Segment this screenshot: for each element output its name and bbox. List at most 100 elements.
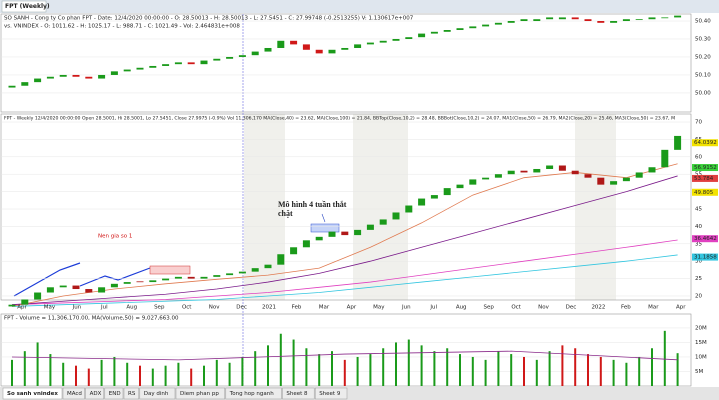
candle xyxy=(482,177,490,180)
candle xyxy=(430,195,438,199)
volume-bar xyxy=(228,362,231,386)
candle xyxy=(238,271,246,274)
volume-bar xyxy=(279,333,282,386)
candle xyxy=(59,285,67,288)
sheet-tab[interactable] xyxy=(139,387,176,400)
candle xyxy=(21,82,29,86)
candle xyxy=(277,254,285,265)
candle xyxy=(149,280,157,283)
volume-bar xyxy=(395,342,397,386)
volume-bar xyxy=(305,348,308,386)
candle xyxy=(597,21,605,23)
sheet-tab[interactable] xyxy=(225,387,282,400)
candle xyxy=(405,205,413,213)
sheet-tab[interactable] xyxy=(62,387,85,400)
candle xyxy=(597,177,605,185)
y-tick-label: 50.40 xyxy=(695,19,711,25)
sheet-tab[interactable] xyxy=(85,387,105,400)
sheet-tab-label[interactable]: Day dinh xyxy=(144,391,169,397)
candle xyxy=(315,49,323,54)
volume-bar xyxy=(331,351,333,386)
candle xyxy=(558,165,566,171)
candle xyxy=(418,198,426,206)
volume-bar xyxy=(446,348,449,386)
sheet-tab-label[interactable]: MAcd xyxy=(67,391,82,397)
x-tick-label: Jul xyxy=(100,305,108,311)
candle xyxy=(610,181,618,185)
candle xyxy=(661,149,669,168)
price-panel xyxy=(0,113,692,301)
sheet-tab-label[interactable]: RS xyxy=(128,391,136,397)
volume-bar xyxy=(625,362,628,386)
volume-bar xyxy=(203,365,205,386)
candle xyxy=(494,22,502,25)
candle xyxy=(251,268,259,272)
volume-bar xyxy=(676,353,679,386)
volume-bar xyxy=(612,359,615,386)
candle xyxy=(238,55,246,57)
volume-bar xyxy=(241,356,244,386)
candle xyxy=(456,28,464,31)
annotation: chặt xyxy=(278,209,293,218)
volume-bar xyxy=(497,351,500,386)
candle xyxy=(469,179,477,185)
sheet-tab-label[interactable]: Tong hop nganh xyxy=(229,391,274,397)
compare-panel xyxy=(0,13,692,113)
sheet-tab-label[interactable]: Diem phan pp xyxy=(180,391,219,397)
y-tick-label: 50.20 xyxy=(695,54,711,60)
sheet-tab[interactable] xyxy=(104,387,124,400)
candle xyxy=(366,42,374,45)
sheet-tab-label[interactable]: ADX xyxy=(90,391,102,397)
sheet-tab-label[interactable]: So sanh vnindex xyxy=(7,391,58,397)
sheet-tab-label[interactable]: Sheet 8 xyxy=(286,391,308,397)
volume-bar xyxy=(343,359,346,386)
sheet-tab[interactable] xyxy=(2,387,63,400)
x-tick-label: Feb xyxy=(621,305,631,311)
compare-header: SO SANH - Cong ty Co phan FPT - Date: 12… xyxy=(4,16,414,22)
sheet-tab[interactable] xyxy=(175,387,226,400)
annotation: Nen gia so 1 xyxy=(98,234,132,240)
candle xyxy=(251,51,259,56)
candle xyxy=(174,62,182,65)
sheet-tab-label[interactable]: Sheet 9 xyxy=(319,391,341,397)
volume-bar xyxy=(356,356,359,386)
volume-bar xyxy=(651,348,653,386)
candle xyxy=(648,17,656,20)
candle xyxy=(507,21,515,23)
candle xyxy=(328,49,336,54)
candle xyxy=(354,44,362,48)
candle xyxy=(85,76,93,79)
sheet-tab[interactable] xyxy=(282,387,315,400)
candle xyxy=(379,40,387,43)
volume-bar xyxy=(638,356,641,386)
window-tab-label[interactable]: FPT (Weekly) xyxy=(5,3,50,10)
volume-bar xyxy=(151,368,154,386)
sheet-tab-label[interactable]: END xyxy=(109,391,121,397)
volume-bar xyxy=(599,356,602,386)
price-tag-label: 31.1858 xyxy=(694,255,717,261)
compare-header: vs. VNINDEX - O: 1011.62 - H: 1025.17 - … xyxy=(4,24,240,30)
candle xyxy=(405,37,413,39)
indicator-line xyxy=(11,175,678,306)
y-tick-label: 15M xyxy=(695,340,707,346)
sheet-tab[interactable] xyxy=(314,387,348,400)
candle xyxy=(635,19,643,21)
volume-bar xyxy=(11,359,13,386)
volume-bar xyxy=(523,356,525,386)
x-tick-label: Apr xyxy=(347,305,357,311)
x-tick-label: Mar xyxy=(648,305,659,311)
x-tick-label: Sep xyxy=(483,305,494,311)
volume-bar xyxy=(164,365,167,386)
candle xyxy=(443,188,451,196)
window-tab[interactable] xyxy=(1,0,47,13)
y-tick-label: 70 xyxy=(695,120,702,126)
volume-bar xyxy=(100,359,103,386)
price-tag xyxy=(692,253,718,261)
volume-bar xyxy=(87,368,90,386)
sheet-tab[interactable] xyxy=(123,387,140,400)
volume-bar xyxy=(254,351,257,386)
candle xyxy=(302,240,310,248)
candle xyxy=(674,15,682,18)
volume-bar xyxy=(75,365,77,386)
candle xyxy=(443,30,451,32)
